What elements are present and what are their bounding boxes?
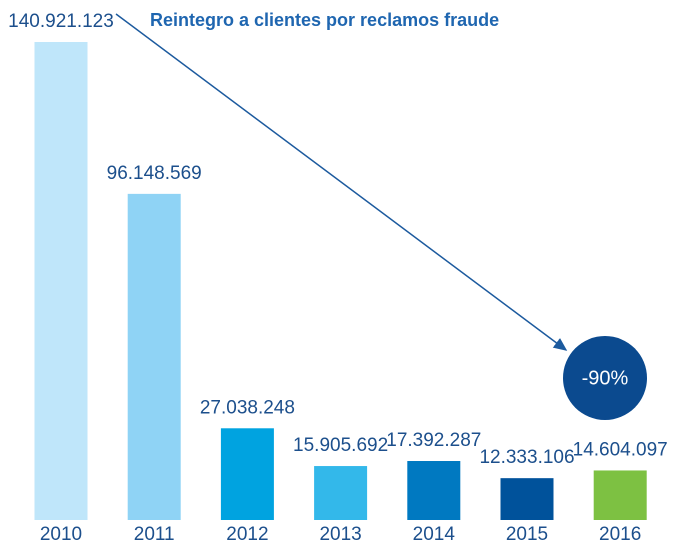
bar — [127, 193, 181, 520]
chart-title: Reintegro a clientes por reclamos fraude — [150, 10, 499, 30]
x-tick-label: 2011 — [134, 524, 175, 545]
x-tick-label: 2015 — [506, 524, 548, 545]
trend-arrow — [115, 13, 568, 351]
value-label: 12.333.106 — [479, 447, 574, 468]
value-label: 96.148.569 — [107, 163, 202, 184]
bar — [500, 478, 554, 520]
value-label: 27.038.248 — [200, 397, 295, 418]
x-tick-label: 2014 — [413, 524, 456, 545]
annotation-circle — [563, 336, 647, 420]
annotation: -90% — [582, 367, 629, 389]
bar — [220, 428, 274, 520]
bar — [407, 461, 461, 520]
x-tick-label: 2016 — [599, 524, 641, 545]
bar — [314, 466, 368, 520]
value-label: 15.905.692 — [293, 435, 388, 456]
value-label: 14.604.097 — [573, 439, 668, 460]
bar — [593, 470, 647, 520]
value-label: 140.921.123 — [8, 11, 114, 32]
x-tick-label: 2010 — [40, 524, 82, 545]
value-label: 17.392.287 — [386, 430, 481, 451]
x-tick-label: 2012 — [226, 524, 268, 545]
x-tick-label: 2013 — [319, 524, 361, 545]
bar — [34, 42, 88, 520]
